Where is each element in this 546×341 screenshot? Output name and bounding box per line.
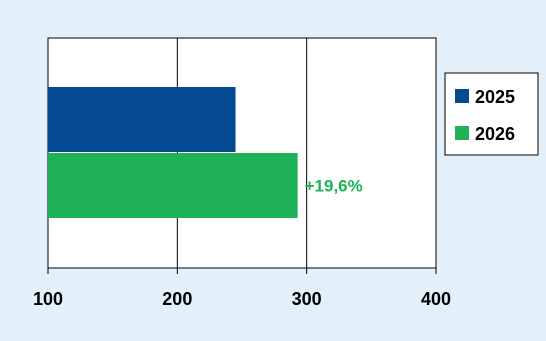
legend-box [444,72,539,156]
x-axis: 100 200 300 400 [33,268,451,309]
bar-annotation-label: +19,6% [305,177,363,196]
tick-label-300: 300 [292,289,322,309]
tick-label-200: 200 [162,289,192,309]
legend-swatch-2026 [455,126,469,140]
bar-2025 [48,87,236,152]
tick-label-100: 100 [33,289,63,309]
annotations: +19,6% [305,177,363,196]
tick-label-400: 400 [421,289,451,309]
bar-2026 [48,153,298,218]
legend-swatch-2025 [455,89,469,103]
legend-label-2025: 2025 [475,87,515,107]
bars [48,87,298,218]
legend-label-2026: 2026 [475,124,515,144]
legend: 2025 2026 [444,72,539,156]
